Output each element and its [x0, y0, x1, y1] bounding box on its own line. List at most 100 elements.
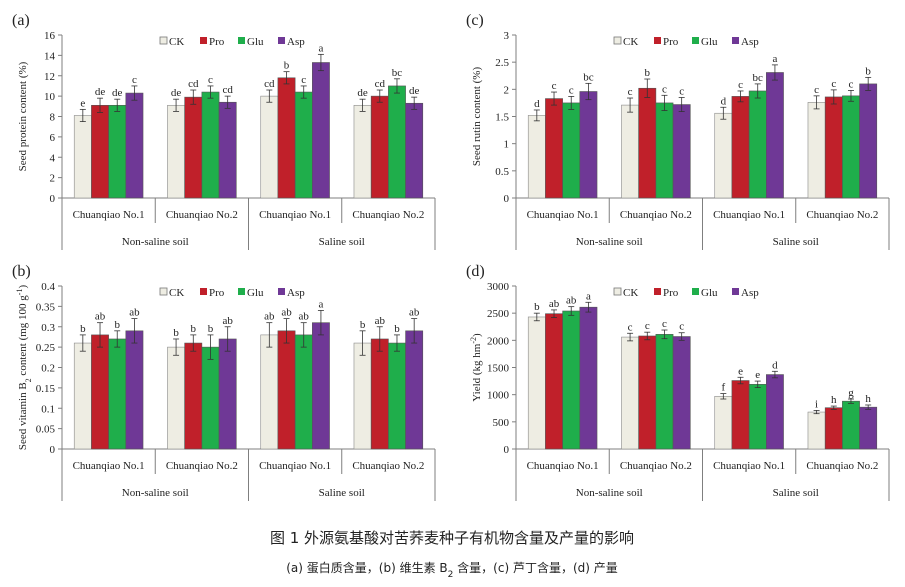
y-axis-label: Seed rutin content (%) [471, 67, 483, 167]
bar-ck [527, 115, 546, 199]
significance-letter: de [357, 87, 368, 99]
bar-pro [277, 77, 296, 199]
y-tick-label: 16 [44, 30, 56, 42]
bar-glu [562, 310, 581, 450]
significance-letter: c [679, 85, 684, 97]
bar-glu [748, 384, 767, 450]
category-label: Chuanqiao No.2 [806, 460, 878, 472]
category-label: Chuanqiao No.1 [527, 460, 599, 472]
bar-ck [260, 334, 279, 450]
y-tick-label: 1500 [487, 363, 510, 375]
significance-letter: b [114, 319, 120, 331]
legend-swatch-ck [159, 287, 168, 296]
legend-label: CK [623, 287, 638, 299]
significance-letter: c [645, 320, 650, 332]
significance-letter: cd [222, 84, 233, 96]
bar-asp [125, 330, 144, 450]
significance-letter: a [772, 53, 777, 65]
y-tick-label: 4 [50, 152, 56, 164]
group-label: Non-saline soil [576, 236, 643, 248]
significance-letter: c [738, 79, 743, 91]
y-tick-label: 3000 [487, 281, 510, 293]
y-tick-label: 500 [493, 417, 510, 429]
bar-ck [167, 346, 185, 450]
legend-swatch-glu [238, 37, 245, 44]
bar-glu [655, 334, 674, 450]
group-label: Saline soil [319, 236, 365, 248]
legend-label: Pro [663, 36, 679, 48]
bar-asp [859, 406, 878, 450]
legend-swatch-ck [613, 36, 622, 45]
bar-pro [91, 104, 109, 199]
category-label: Chuanqiao No.1 [527, 209, 599, 221]
subcaption-part: (a) 蛋白质含量，(b) 维生素 B [286, 560, 447, 575]
chart-panel-b: (b)Seed vitamin B2 content (mg 100 g-1)0… [12, 263, 436, 501]
bar-glu [294, 91, 313, 199]
bar-glu [108, 104, 127, 199]
legend-swatch-glu [238, 288, 245, 295]
bar-glu [748, 90, 767, 199]
y-tick-label: 2000 [487, 335, 510, 347]
y-axis-label-part: ) [471, 333, 483, 337]
significance-letter: c [814, 84, 819, 96]
significance-letter: de [112, 87, 123, 99]
y-axis-label: Yield (kg hm-2) [469, 333, 484, 402]
panel-label: (b) [12, 263, 31, 280]
significance-letter: e [738, 365, 743, 377]
y-tick-label: 0 [504, 444, 510, 456]
legend-swatch-pro [200, 288, 207, 295]
significance-letter: e [755, 369, 760, 381]
legend-swatch-pro [200, 37, 207, 44]
bar-glu [842, 400, 860, 450]
bar-glu [294, 334, 313, 450]
bar-ck [353, 104, 372, 199]
bar-ck [714, 112, 733, 199]
legend-label: Asp [741, 36, 759, 48]
bar-asp [766, 374, 784, 450]
legend-label: Glu [701, 287, 718, 299]
panel-label: (d) [466, 263, 485, 280]
category-label: Chuanqiao No.2 [352, 460, 424, 472]
bar-pro [370, 338, 389, 450]
significance-letter: b [208, 323, 214, 335]
y-tick-label: 0 [504, 193, 510, 205]
y-axis-label-part: content (mg 100 g [17, 295, 29, 379]
y-axis-label-part: ) [17, 285, 29, 289]
significance-letter: c [679, 321, 684, 333]
significance-letter: e [80, 97, 85, 109]
y-tick-label: 0.35 [36, 301, 56, 313]
y-tick-label: 12 [44, 71, 55, 83]
bar-glu [201, 91, 220, 199]
significance-letter: ab [566, 295, 577, 307]
bar-asp [218, 101, 237, 199]
group-label: Saline soil [773, 487, 819, 499]
figure-caption: 图 1 外源氨基酸对苦荞麦种子有机物含量及产量的影响 [270, 529, 634, 547]
significance-letter: ab [95, 311, 106, 323]
significance-letter: b [534, 301, 540, 313]
category-label: Chuanqiao No.1 [713, 460, 785, 472]
chart-panel-d: (d) Yield (kg hm-2) 0 500 1000 1500 2000 2500 30… [466, 263, 890, 501]
legend-swatch-asp [278, 288, 285, 295]
significance-letter: b [284, 60, 290, 72]
legend-swatch-asp [732, 37, 739, 44]
legend-label: Pro [209, 36, 225, 48]
legend-label: CK [169, 287, 184, 299]
significance-letter: ab [409, 307, 420, 319]
significance-letter: ab [264, 311, 275, 323]
bar-ck [621, 336, 639, 450]
category-label: Chuanqiao No.1 [713, 209, 785, 221]
significance-letter: c [208, 74, 213, 86]
significance-letter: c [628, 321, 633, 333]
y-tick-label: 0.4 [41, 281, 55, 293]
bar-asp [672, 336, 691, 450]
y-axis-label-part: Seed vitamin B [17, 382, 29, 450]
bar-glu [388, 85, 406, 199]
legend-label: CK [623, 36, 638, 48]
bar-pro [91, 334, 109, 450]
panel-label: (a) [12, 12, 30, 29]
significance-letter: c [849, 78, 854, 90]
significance-letter: c [301, 74, 306, 86]
bar-glu [108, 338, 127, 450]
y-tick-label: 2500 [487, 308, 510, 320]
